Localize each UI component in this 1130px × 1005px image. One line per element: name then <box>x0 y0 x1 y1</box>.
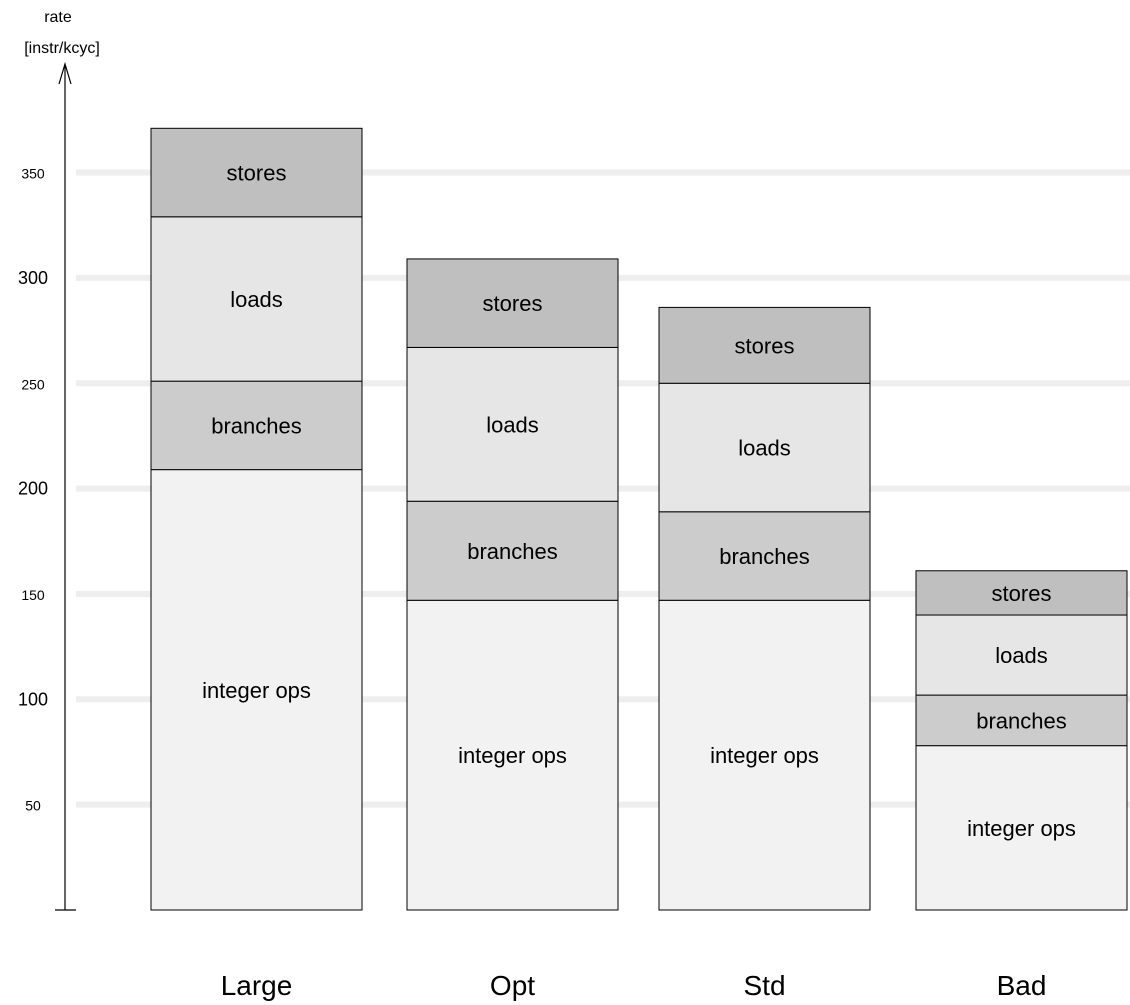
y-axis <box>55 61 76 911</box>
segment-large-integer-ops <box>150 469 363 911</box>
segment-label-bad-stores: stores <box>992 581 1052 606</box>
segment-bad-stores <box>915 570 1128 616</box>
y-tick-label-200: 200 <box>18 479 48 499</box>
segment-label-bad-branches: branches <box>976 708 1067 733</box>
y-axis-arrow <box>58 61 72 85</box>
segment-opt-stores <box>406 258 619 348</box>
y-tick-labels: 50 100 150 200 250 300 350 <box>18 166 48 814</box>
segment-label-std-integer-ops: integer ops <box>710 743 819 768</box>
category-label-large: Large <box>221 970 293 1001</box>
y-axis-label-line2: [instr/kcyc] <box>24 40 100 57</box>
category-label-opt: Opt <box>490 970 535 1001</box>
segment-std-stores <box>658 306 871 384</box>
segment-label-opt-stores: stores <box>483 291 543 316</box>
y-tick-label-150: 150 <box>21 587 45 603</box>
y-tick-label-50: 50 <box>25 798 41 814</box>
category-labels: Large Opt Std Bad <box>221 970 1047 1001</box>
segment-std-loads <box>658 382 871 513</box>
bar-std: integer ops branches loads stores <box>658 306 871 911</box>
segment-large-loads <box>150 216 363 382</box>
segment-opt-loads <box>406 346 619 502</box>
y-axis-label-line1: rate <box>44 9 72 26</box>
segment-large-stores <box>150 127 363 218</box>
y-tick-label-350: 350 <box>21 166 45 182</box>
segment-label-bad-integer-ops: integer ops <box>967 816 1076 841</box>
bar-bad: integer ops branches loads stores <box>915 570 1128 911</box>
y-tick-label-100: 100 <box>18 689 48 709</box>
bar-large: integer ops branches loads stores <box>150 127 363 911</box>
segment-std-integer-ops <box>658 599 871 911</box>
segment-large-branches <box>150 380 363 471</box>
segment-bad-branches <box>915 694 1128 747</box>
segment-label-large-integer-ops: integer ops <box>202 678 311 703</box>
category-label-std: Std <box>743 970 785 1001</box>
segment-label-large-stores: stores <box>227 161 287 186</box>
bar-opt: integer ops branches loads stores <box>406 258 619 911</box>
segment-bad-loads <box>915 614 1128 696</box>
segment-label-opt-branches: branches <box>467 539 558 564</box>
segment-label-opt-loads: loads <box>486 412 539 437</box>
y-tick-label-300: 300 <box>18 268 48 288</box>
segment-bad-integer-ops <box>915 745 1128 911</box>
segment-label-std-stores: stores <box>735 333 795 358</box>
segment-opt-branches <box>406 500 619 601</box>
segment-label-bad-loads: loads <box>995 643 1048 668</box>
segment-label-std-loads: loads <box>738 436 791 461</box>
y-tick-label-250: 250 <box>21 376 45 392</box>
category-label-bad: Bad <box>997 970 1047 1001</box>
segment-label-large-branches: branches <box>211 413 302 438</box>
segment-label-large-loads: loads <box>230 287 283 312</box>
segment-std-branches <box>658 511 871 601</box>
segment-label-std-branches: branches <box>719 544 810 569</box>
segment-label-opt-integer-ops: integer ops <box>458 743 567 768</box>
segment-opt-integer-ops <box>406 599 619 911</box>
